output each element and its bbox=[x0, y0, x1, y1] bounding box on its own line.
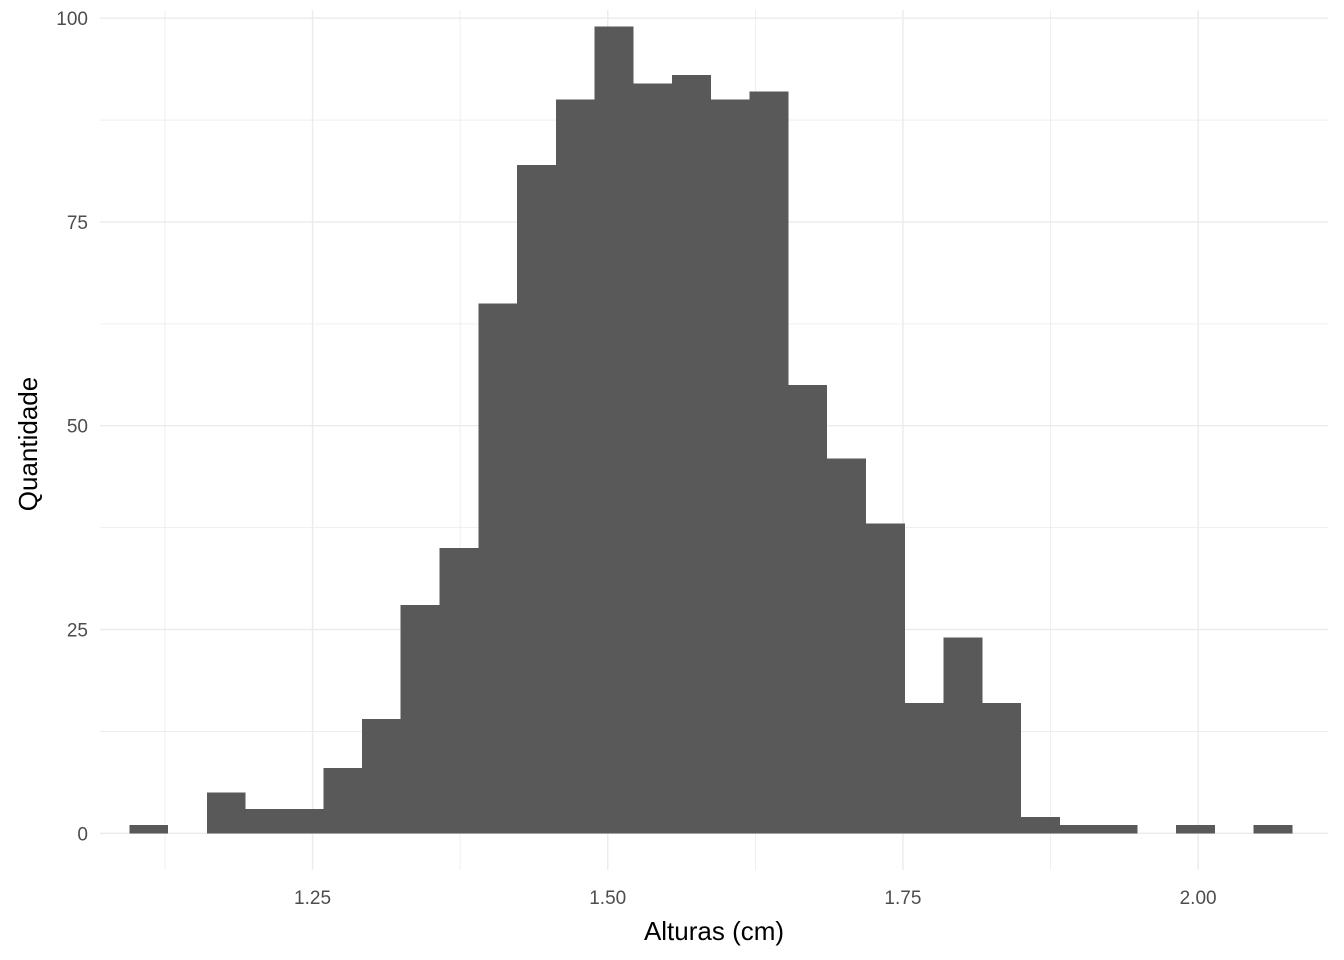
histogram-bar bbox=[827, 458, 866, 834]
histogram-bars bbox=[129, 26, 1293, 834]
histogram-bar bbox=[904, 702, 944, 834]
histogram-bar bbox=[284, 808, 324, 834]
y-tick-label: 100 bbox=[56, 9, 88, 30]
y-tick-label: 50 bbox=[67, 417, 88, 438]
histogram-bar bbox=[245, 808, 285, 834]
histogram-bar bbox=[1176, 825, 1215, 834]
histogram-bar bbox=[400, 605, 440, 834]
histogram-bar bbox=[633, 83, 673, 834]
x-tick-label: 1.25 bbox=[294, 888, 331, 909]
histogram-bar bbox=[788, 384, 828, 834]
histogram-bar bbox=[323, 768, 363, 834]
histogram-bar bbox=[439, 548, 479, 834]
histogram-bar bbox=[710, 99, 750, 834]
histogram-bar bbox=[1253, 825, 1293, 834]
histogram-bar bbox=[555, 99, 595, 834]
histogram-bar bbox=[362, 719, 401, 834]
x-tick-labels: 1.25 1.50 1.75 2.00 bbox=[294, 888, 1217, 909]
histogram-bar bbox=[865, 523, 905, 834]
x-tick-label: 1.50 bbox=[589, 888, 626, 909]
x-tick-label: 2.00 bbox=[1180, 888, 1217, 909]
y-tick-label: 25 bbox=[67, 621, 88, 642]
y-axis-title: Quantidade bbox=[13, 377, 43, 511]
histogram-bar bbox=[517, 164, 556, 834]
histogram-bar bbox=[1059, 825, 1099, 834]
y-tick-label: 75 bbox=[67, 213, 88, 234]
histogram-bar bbox=[478, 303, 518, 834]
y-tick-label: 0 bbox=[77, 824, 88, 845]
histogram-bar bbox=[594, 26, 634, 834]
y-tick-labels: 0 25 50 75 100 bbox=[56, 9, 88, 845]
histogram-bar bbox=[1021, 817, 1060, 834]
histogram-bar bbox=[943, 637, 983, 834]
histogram-bar bbox=[206, 792, 246, 834]
histogram-bar bbox=[749, 91, 789, 834]
x-axis-title: Alturas (cm) bbox=[644, 916, 784, 946]
histogram-bar bbox=[672, 75, 711, 834]
histogram-bar bbox=[982, 702, 1022, 834]
histogram-bar bbox=[1098, 825, 1138, 834]
x-tick-label: 1.75 bbox=[884, 888, 921, 909]
histogram-bar bbox=[129, 825, 169, 834]
